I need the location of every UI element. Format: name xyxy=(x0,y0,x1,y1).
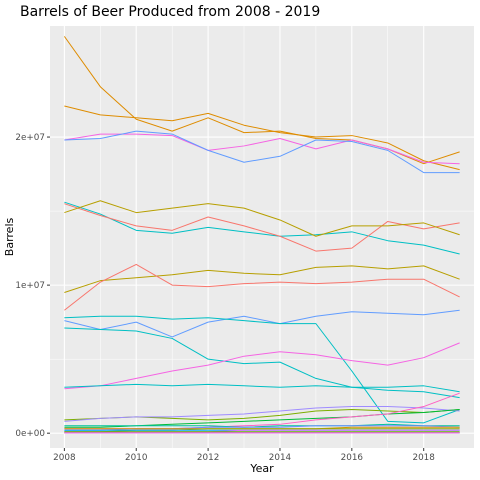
x-tick-label: 2012 xyxy=(197,453,219,463)
x-tick-label: 2008 xyxy=(53,453,75,463)
series-line-5 xyxy=(64,201,460,255)
series-line-7 xyxy=(64,200,460,237)
series-line-13 xyxy=(64,342,460,390)
series-line-16 xyxy=(64,406,460,422)
axis-layer: 2008 2010 2012 2014 2016 2018 0e+00 1e+07 2e+07 xyxy=(15,133,434,463)
x-tick-label: 2014 xyxy=(269,453,292,463)
y-axis-title: Barrels xyxy=(3,218,16,257)
x-tick-label: 2016 xyxy=(341,453,364,463)
x-tick-label: 2010 xyxy=(125,453,148,463)
plot-panel xyxy=(50,26,474,448)
series-line-11 xyxy=(64,315,460,424)
series-line-2 xyxy=(64,105,460,171)
series-line-6 xyxy=(64,203,460,252)
series-line-10 xyxy=(64,309,460,338)
x-tick-label: 2018 xyxy=(412,453,434,463)
series-line-12 xyxy=(64,327,460,393)
series-line-8 xyxy=(64,265,460,294)
series-line-9 xyxy=(64,263,460,311)
x-axis-title: Year xyxy=(249,462,274,475)
series-line-3 xyxy=(64,133,460,165)
y-tick-label: 0e+00 xyxy=(15,429,45,439)
series-line-14 xyxy=(64,383,460,399)
series-line-4 xyxy=(64,130,460,174)
y-tick-label: 1e+07 xyxy=(15,281,45,291)
series-layer xyxy=(63,36,460,434)
series-line-19 xyxy=(64,423,460,428)
chart-title: Barrels of Beer Produced from 2008 - 201… xyxy=(20,4,320,20)
y-tick-label: 2e+07 xyxy=(15,133,45,143)
